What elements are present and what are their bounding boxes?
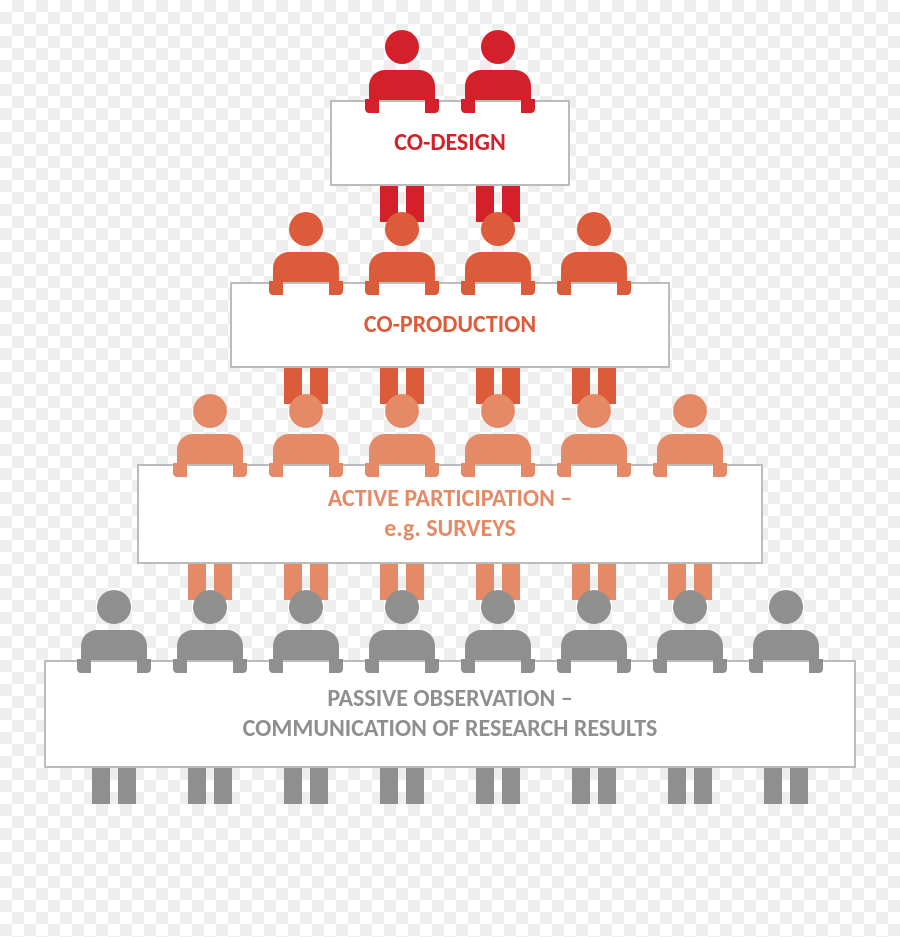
person-icon <box>369 30 435 102</box>
people-row <box>0 212 900 284</box>
person-icon <box>561 394 627 466</box>
person-icon <box>465 30 531 102</box>
person-icon <box>81 590 147 662</box>
person-icon <box>465 394 531 466</box>
person-icon <box>177 590 243 662</box>
tier-label: ACTIVE PARTICIPATION –e.g. SURVEYS <box>139 484 761 544</box>
person-icon <box>273 212 339 284</box>
tier-banner: PASSIVE OBSERVATION –COMMUNICATION OF RE… <box>44 660 856 768</box>
person-icon <box>369 590 435 662</box>
person-icon <box>177 394 243 466</box>
person-icon <box>273 590 339 662</box>
tier-banner: ACTIVE PARTICIPATION –e.g. SURVEYS <box>137 464 763 564</box>
person-icon <box>657 394 723 466</box>
pyramid-tier: CO-DESIGN <box>0 30 900 222</box>
tier-label: CO-PRODUCTION <box>232 310 668 340</box>
pyramid-tier: CO-PRODUCTION <box>0 212 900 404</box>
tier-banner: CO-DESIGN <box>330 100 570 186</box>
person-icon <box>465 590 531 662</box>
person-icon <box>369 394 435 466</box>
people-row <box>0 394 900 466</box>
pyramid-tier: PASSIVE OBSERVATION –COMMUNICATION OF RE… <box>0 590 900 804</box>
person-icon <box>369 212 435 284</box>
person-icon <box>657 590 723 662</box>
legs-row <box>0 768 900 804</box>
pyramid-tier: ACTIVE PARTICIPATION –e.g. SURVEYS <box>0 394 900 600</box>
people-row <box>0 30 900 102</box>
participation-pyramid: CO-DESIGN CO-PRODUCTION ACTIVE PARTICIPATI… <box>0 40 900 804</box>
tier-label: PASSIVE OBSERVATION –COMMUNICATION OF RE… <box>46 684 854 744</box>
person-icon <box>753 590 819 662</box>
tier-banner: CO-PRODUCTION <box>230 282 670 368</box>
tier-label: CO-DESIGN <box>332 128 568 158</box>
person-icon <box>561 590 627 662</box>
people-row <box>0 590 900 662</box>
person-icon <box>465 212 531 284</box>
person-icon <box>273 394 339 466</box>
person-icon <box>561 212 627 284</box>
